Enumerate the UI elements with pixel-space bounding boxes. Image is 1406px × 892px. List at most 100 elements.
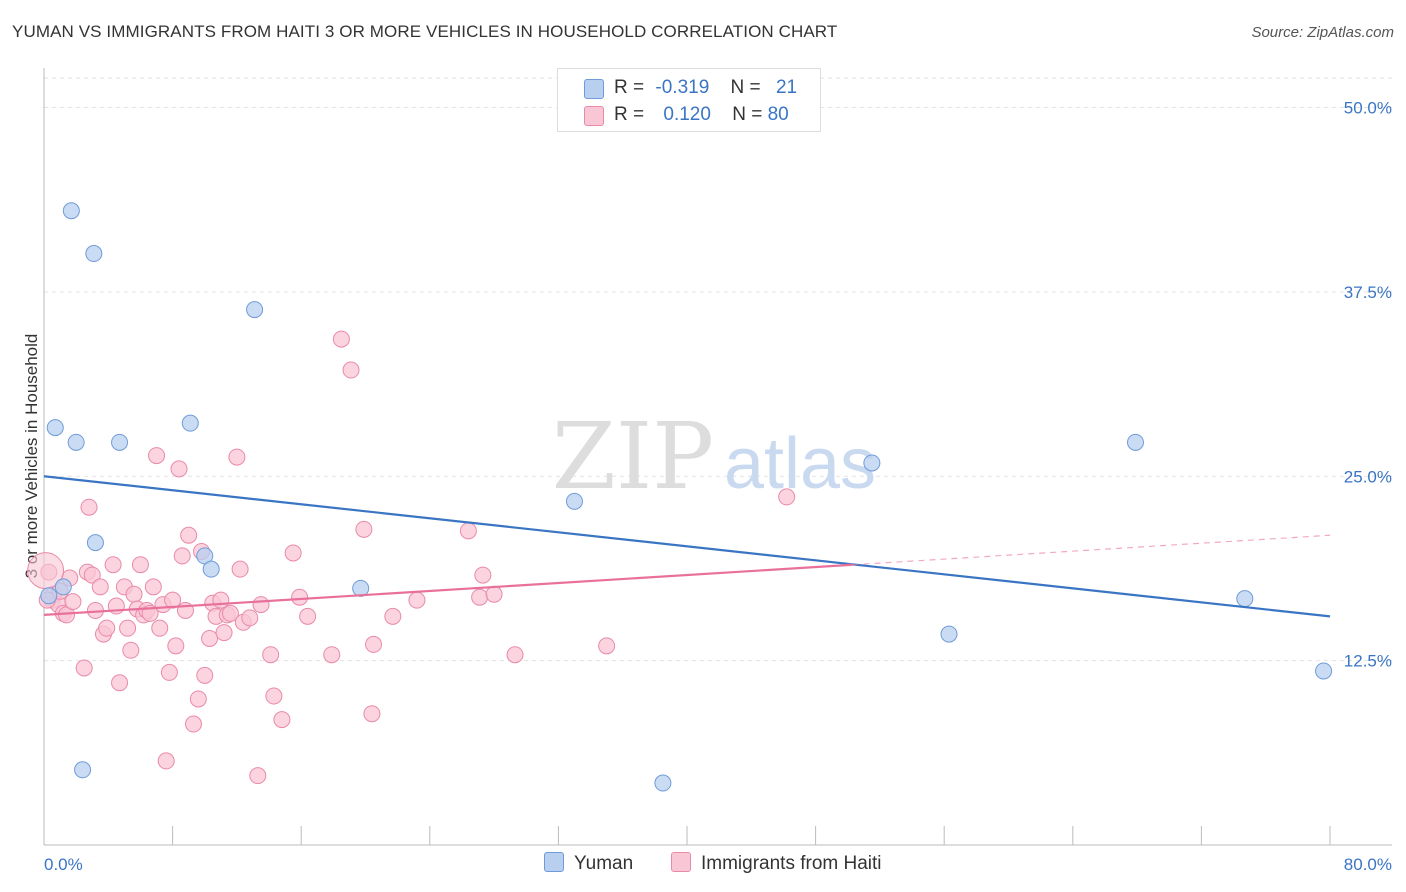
point-haiti [80,498,98,516]
point-yuman [202,560,220,578]
point-yuman [67,433,85,451]
legend-swatch-haiti [584,106,604,126]
point-haiti [144,578,162,596]
point-haiti [221,604,239,622]
bottom-legend-label: Immigrants from Haiti [701,853,882,874]
n-label: N = [732,104,763,125]
point-haiti [160,663,178,681]
watermark-zip: ZIP [552,403,714,510]
point-haiti [262,646,280,664]
axis-layer [43,68,1392,846]
point-yuman [1236,590,1254,608]
point-haiti [228,448,246,466]
point-yuman [40,587,58,605]
point-yuman [181,414,199,432]
point-yuman [86,534,104,552]
n-value: 21 [775,77,798,98]
point-haiti [111,674,129,692]
point-haiti [342,361,360,379]
point-yuman [46,419,64,437]
point-haiti [125,585,143,603]
point-haiti [299,607,317,625]
trend-line-haiti [43,563,853,616]
point-haiti [212,591,230,609]
bottom-legend-swatch-haiti [671,852,691,872]
point-haiti [323,646,341,664]
point-haiti [384,607,402,625]
r-label: R = [614,77,645,98]
point-haiti [189,690,207,708]
r-label: R = [614,104,645,125]
bottom-legend-haiti: Immigrants from Haiti [671,851,882,877]
point-haiti [91,578,109,596]
point-haiti [231,560,249,578]
point-haiti [122,641,140,659]
point-yuman [111,433,129,451]
point-haiti [119,619,137,637]
point-haiti [157,752,175,770]
point-haiti [148,447,166,465]
point-haiti [151,619,169,637]
point-haiti [332,330,350,348]
point-haiti [196,666,214,684]
point-haiti [184,715,202,733]
point-yuman [1126,433,1144,451]
y-tick-label: 37.5% [1344,283,1392,302]
point-haiti [75,659,93,677]
trend-line-haiti-extension [852,534,1331,566]
point-haiti [284,544,302,562]
correlation-legend: R = -0.319 N = 21 R = 0.120 N = 80 [557,68,821,132]
point-yuman [85,245,103,263]
point-haiti [241,609,259,627]
point-haiti [273,711,291,729]
point-haiti [471,588,489,606]
x-tick-label: 80.0% [1344,855,1392,874]
point-haiti [167,637,185,655]
point-haiti [180,526,198,544]
n-value: 80 [767,104,789,125]
point-yuman [565,492,583,510]
point-haiti [98,619,116,637]
bottom-legend-label: Yuman [574,853,634,874]
bottom-legend-swatch-yuman [544,852,564,872]
point-yuman [62,202,80,220]
point-yuman [54,578,72,596]
point-haiti [291,588,309,606]
source-label: Source: ZipAtlas.com [1251,24,1394,41]
y-tick-label: 50.0% [1344,99,1392,118]
point-haiti [778,488,796,506]
point-haiti [474,566,492,584]
point-yuman [74,761,92,779]
legend-swatch-yuman [584,79,604,99]
bottom-legend-yuman: Yuman [544,851,633,877]
point-haiti [215,624,233,642]
r-value: -0.319 [655,77,710,98]
point-haiti [485,585,503,603]
trend-lines [43,475,1331,618]
point-haiti [365,635,383,653]
y-tick-label: 25.0% [1344,467,1392,486]
watermark: ZIP atlas [552,403,876,510]
point-haiti [408,591,426,609]
point-haiti [252,596,270,614]
point-yuman [1315,662,1333,680]
r-value: 0.120 [663,104,711,125]
point-haiti [363,705,381,723]
point-haiti [83,566,101,584]
point-haiti [170,460,188,478]
point-yuman [863,454,881,472]
point-haiti [598,637,616,655]
watermark-atlas: atlas [724,424,876,504]
point-haiti [131,556,149,574]
x-tick-label: 0.0% [44,855,83,874]
point-haiti [506,646,524,664]
n-label: N = [730,77,761,98]
point-haiti [164,591,182,609]
y-tick-label: 12.5% [1344,652,1392,671]
trend-line-yuman [43,475,1331,618]
point-haiti [249,767,267,785]
point-haiti [265,687,283,705]
points-yuman [40,202,1333,792]
point-haiti [173,547,191,565]
